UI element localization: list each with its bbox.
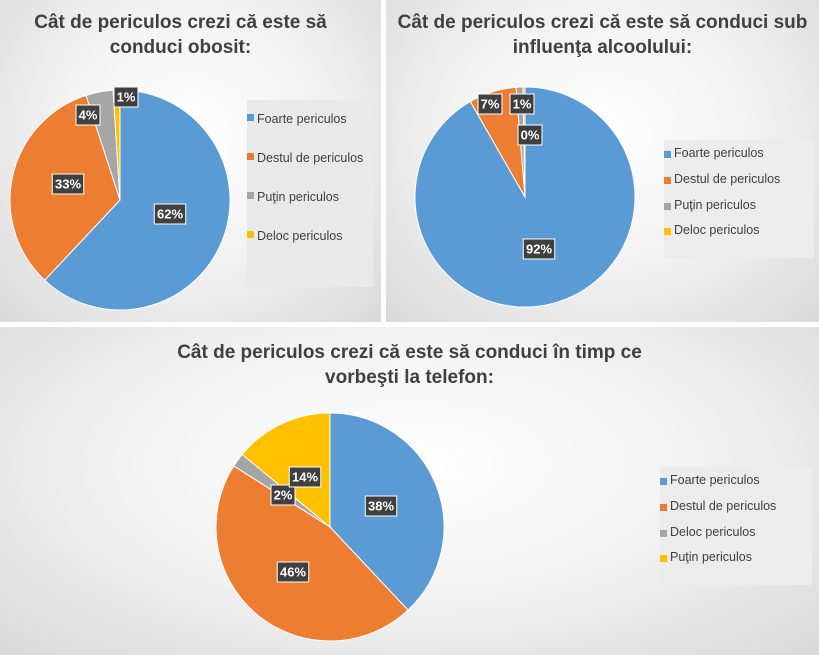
svg-text:2%: 2% xyxy=(274,488,293,503)
pie-slice-destul-de-periculos xyxy=(215,465,409,642)
data-label-destul-de-periculos: 7% xyxy=(477,93,503,115)
legend-swatch-yellow xyxy=(660,555,667,563)
legend-label: Destul de periculos xyxy=(257,151,364,166)
chart-title: Cât de periculos crezi că este să conduc… xyxy=(34,12,327,59)
legend-swatch-gray xyxy=(660,529,667,537)
legend-item-deloc-periculos: Deloc periculos xyxy=(660,524,812,540)
legend-label: Puţin periculos xyxy=(674,197,756,212)
legend-swatch-yellow xyxy=(247,231,254,239)
legend-item-foarte-periculos: Foarte periculos xyxy=(664,146,814,161)
svg-text:0%: 0% xyxy=(521,128,540,143)
chart-legend: Foarte periculos Destul de periculos Puţ… xyxy=(247,100,373,287)
legend-swatch-orange xyxy=(660,503,667,511)
chart-title: Cât de periculos crezi că este să conduc… xyxy=(397,12,808,59)
data-label-putin-periculos: 4% xyxy=(75,104,101,126)
data-label-deloc-periculos: 2% xyxy=(270,484,296,506)
svg-text:4%: 4% xyxy=(79,108,98,123)
svg-text:7%: 7% xyxy=(481,97,500,112)
chart-panel-phone-driving: Cât de periculos crezi că este să conduc… xyxy=(0,327,819,655)
legend-swatch-orange xyxy=(664,176,671,184)
legend-label: Foarte periculos xyxy=(670,473,760,487)
legend-item-destul-de-periculos: Destul de periculos xyxy=(660,498,812,514)
legend-item-foarte-periculos: Foarte periculos xyxy=(247,110,373,128)
legend-item-destul-de-periculos: Destul de periculos xyxy=(247,149,373,167)
legend-item-deloc-periculos: Deloc periculos xyxy=(664,223,814,238)
data-label-destul-de-periculos: 46% xyxy=(276,561,310,583)
legend-item-putin-periculos: Puţin periculos xyxy=(664,197,814,213)
chart-legend: Foarte periculos Destul de periculos Puţ… xyxy=(664,140,814,258)
legend-item-foarte-periculos: Foarte periculos xyxy=(660,473,812,488)
svg-text:62%: 62% xyxy=(157,207,183,222)
legend-swatch-blue xyxy=(660,478,667,485)
pie-slice-putin-periculos xyxy=(241,412,331,529)
pie-chart-alcohol-driving: 92% 7% 1% 0% xyxy=(414,86,636,308)
legend-item-destul-de-periculos: Destul de periculos xyxy=(664,171,814,187)
chart-panel-tired-driving: Cât de periculos crezi că este să conduc… xyxy=(0,0,381,322)
pie-chart-phone-driving: 38% 46% 2% 14% xyxy=(215,412,445,642)
data-label-deloc-periculos: 0% xyxy=(517,124,543,146)
legend-label: Deloc periculos xyxy=(674,223,760,238)
legend-swatch-blue xyxy=(247,114,254,121)
legend-label: Deloc periculos xyxy=(257,229,343,244)
chart-title: Cât de periculos crezi că este să conduc… xyxy=(177,342,642,389)
data-label-putin-periculos: 14% xyxy=(288,466,322,488)
legend-label: Foarte periculos xyxy=(257,112,347,126)
svg-text:1%: 1% xyxy=(513,97,532,112)
data-label-foarte-periculos: 92% xyxy=(522,238,556,260)
legend-item-putin-periculos: Puţin periculos xyxy=(247,188,373,206)
legend-swatch-blue xyxy=(664,151,671,158)
pie-chart-tired-driving: 62% 33% 4% 1% xyxy=(9,86,231,311)
data-label-destul-de-periculos: 33% xyxy=(51,173,85,195)
legend-label: Puţin periculos xyxy=(257,190,339,205)
chart-panel-alcohol-driving: Cât de periculos crezi că este să conduc… xyxy=(386,0,819,322)
svg-text:33%: 33% xyxy=(55,177,81,192)
svg-text:46%: 46% xyxy=(280,565,306,580)
svg-text:38%: 38% xyxy=(368,499,394,514)
legend-item-deloc-periculos: Deloc periculos xyxy=(247,227,373,245)
legend-item-putin-periculos: Puţin periculos xyxy=(660,550,812,565)
pie-slice-foarte-periculos xyxy=(43,89,231,311)
legend-label: Foarte periculos xyxy=(674,146,764,160)
legend-swatch-gray xyxy=(664,202,671,210)
legend-label: Destul de periculos xyxy=(674,171,781,186)
svg-text:14%: 14% xyxy=(292,470,318,485)
legend-swatch-orange xyxy=(247,153,254,161)
legend-swatch-yellow xyxy=(664,228,671,236)
chart-legend: Foarte periculos Destul de periculos Del… xyxy=(660,467,812,585)
data-label-foarte-periculos: 38% xyxy=(364,495,398,517)
legend-label: Deloc periculos xyxy=(670,524,756,539)
legend-label: Puţin periculos xyxy=(670,550,752,565)
svg-text:92%: 92% xyxy=(526,242,552,257)
svg-text:1%: 1% xyxy=(117,90,136,105)
data-label-putin-periculos: 1% xyxy=(509,93,535,115)
data-label-foarte-periculos: 62% xyxy=(153,203,187,225)
legend-label: Destul de periculos xyxy=(670,498,777,513)
legend-swatch-gray xyxy=(247,192,254,200)
data-label-deloc-periculos: 1% xyxy=(113,86,139,108)
